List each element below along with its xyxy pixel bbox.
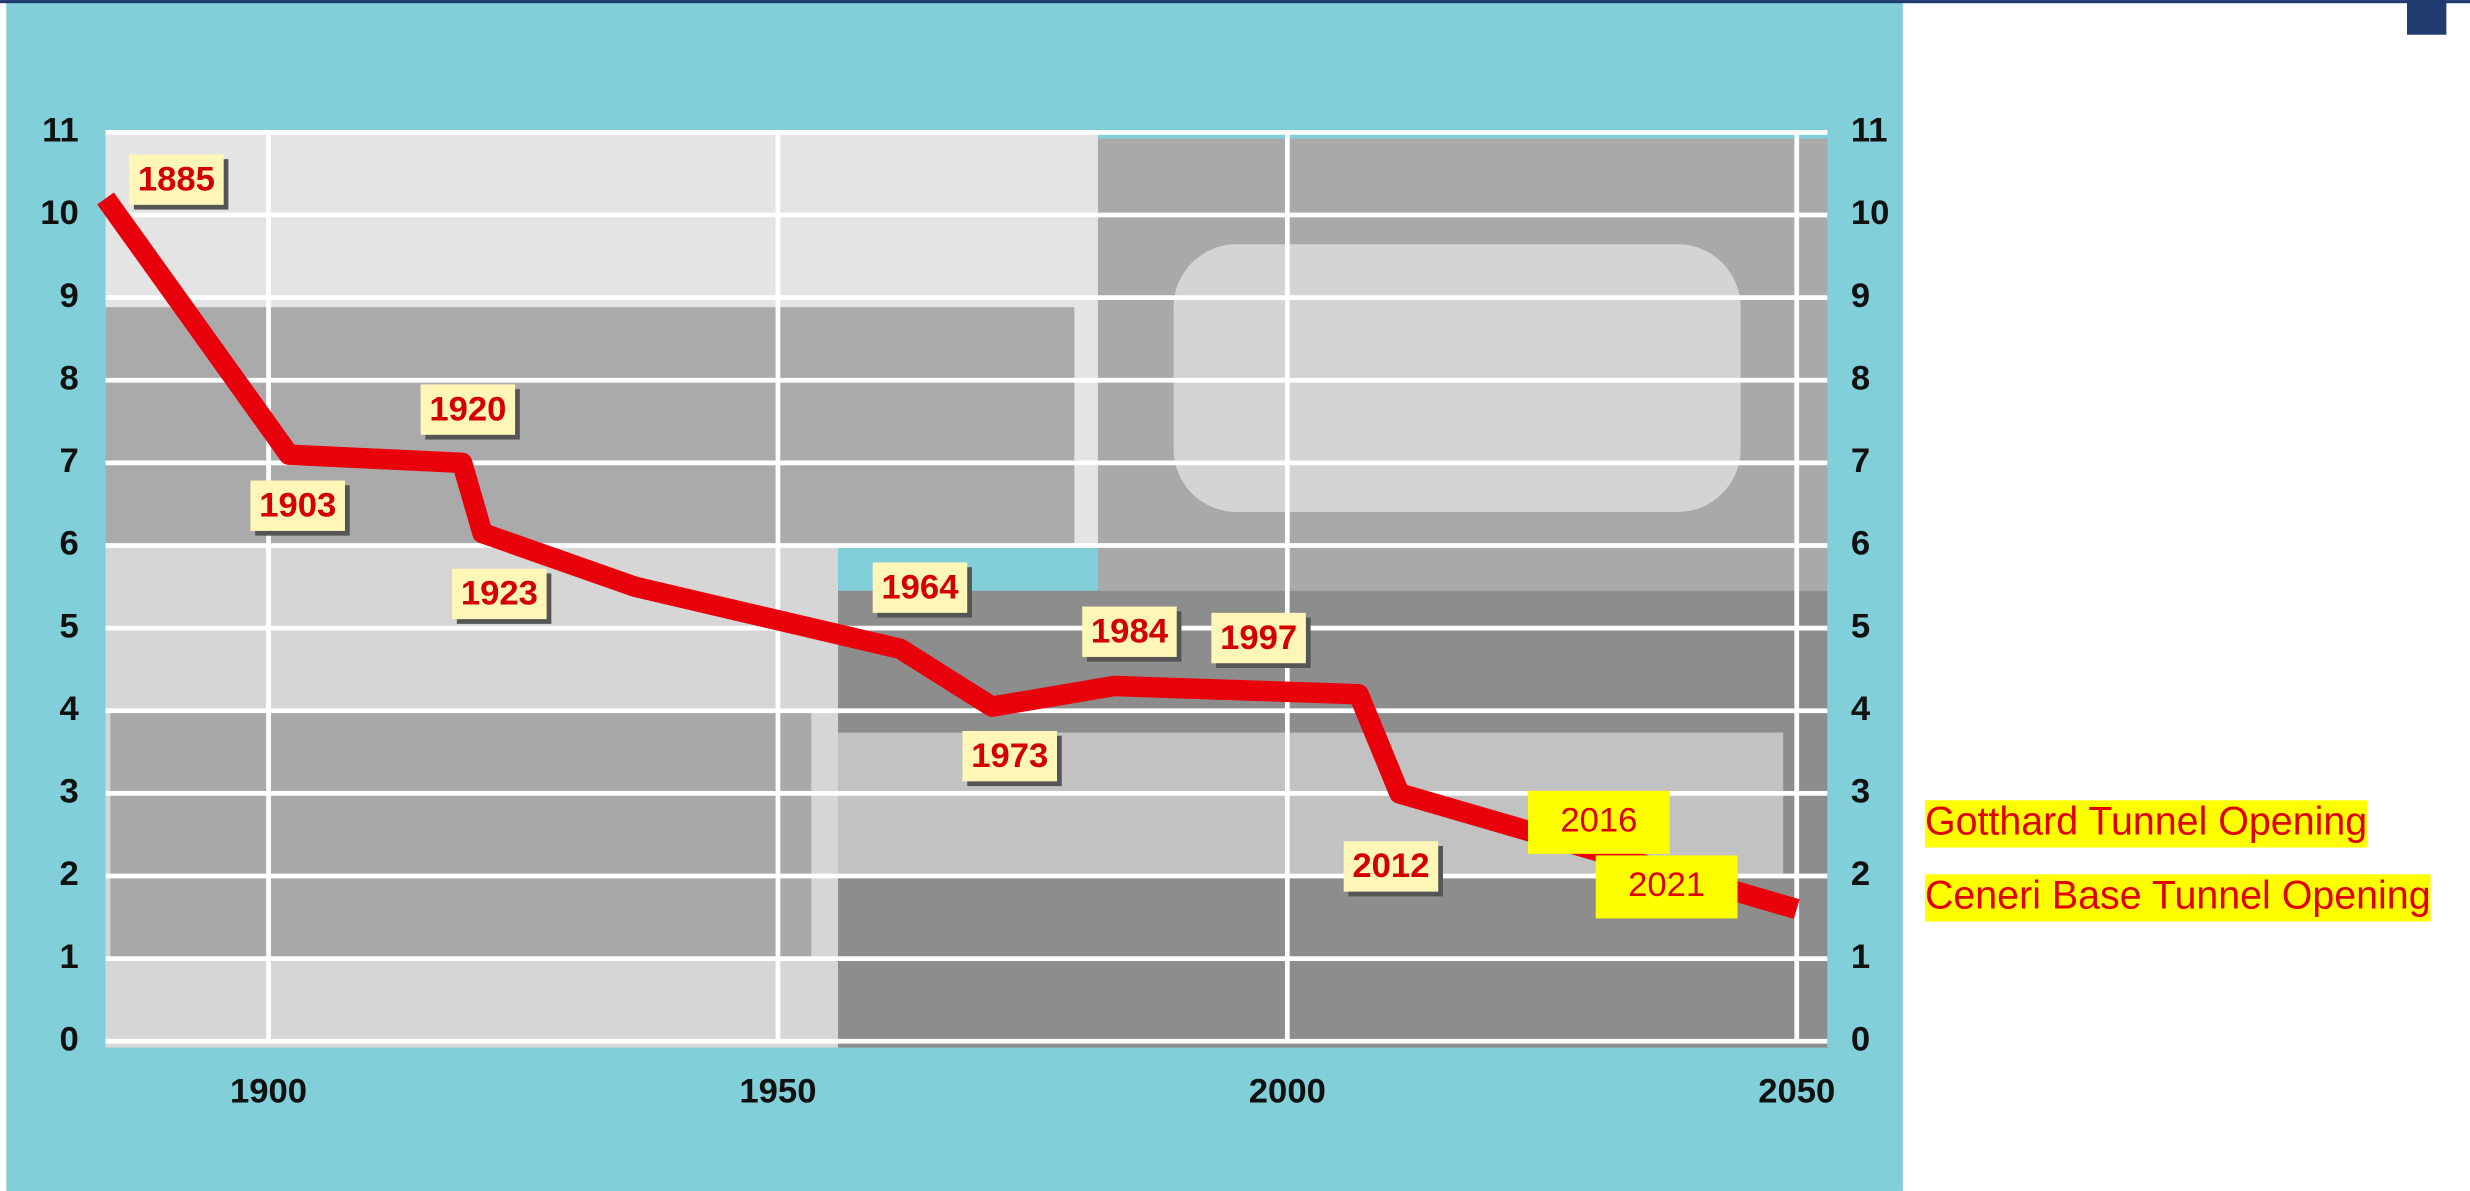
annotation: 1885: [138, 160, 215, 198]
corner-square: [2406, 0, 2447, 35]
annotation-box: [452, 568, 547, 620]
y2-tick-label: 3: [1851, 773, 1870, 811]
y-tick-label: 6: [59, 525, 78, 563]
annotation: 1973: [971, 737, 1048, 775]
y2-tick-label: 6: [1851, 525, 1870, 563]
y-tick-label: 9: [59, 277, 78, 315]
side-label-highlight: [1924, 874, 2431, 922]
y2-tick-label: 11: [1851, 112, 1888, 150]
side-label-highlight: [1924, 800, 2368, 848]
y2-tick-label: 2: [1851, 855, 1870, 893]
x-tick-label: 2050: [1758, 1072, 1835, 1110]
y2-tick-label: 7: [1851, 442, 1870, 480]
y2-tick-label: 1: [1851, 938, 1870, 976]
annotation-box: [1082, 606, 1177, 657]
annotation: 1964: [881, 568, 959, 606]
y-tick-label: 8: [59, 359, 78, 397]
y-tick-label: 10: [40, 194, 79, 232]
x-tick-label: 1900: [230, 1072, 307, 1110]
y-tick-label: 0: [59, 1020, 78, 1058]
annotation-box: [962, 730, 1057, 782]
line: [97, 192, 1800, 919]
photo-electric-train: [110, 708, 812, 961]
annotation-box: [1595, 855, 1738, 919]
x-tick-label: 2000: [1249, 1072, 1326, 1110]
top-rule: [0, 0, 2470, 4]
y-tick-label: 5: [59, 607, 78, 645]
y-tick-label: 7: [59, 442, 78, 480]
y2-tick-label: 0: [1851, 1020, 1870, 1058]
y2-tick-label: 10: [1851, 194, 1890, 232]
y-tick-label: 11: [42, 112, 79, 150]
y-tick-label: 4: [59, 690, 79, 728]
annotation-box: [420, 384, 516, 435]
y-tick-label: 1: [59, 938, 78, 976]
y2-tick-label: 8: [1851, 359, 1870, 397]
annotation-box: [129, 154, 224, 205]
y-tick-label: 3: [59, 773, 78, 811]
y2-tick-label: 5: [1851, 607, 1870, 645]
side-label: Ceneri Base Tunnel Opening: [1925, 873, 2431, 917]
annotation-box: [872, 562, 968, 613]
annotation-box: [1527, 790, 1670, 854]
side-label: Gotthard Tunnel Opening: [1925, 799, 2367, 843]
annotation-box: [1343, 841, 1439, 892]
y2-tick-label: 4: [1851, 690, 1871, 728]
annotation: 1997: [1220, 619, 1297, 657]
y-tick-label: 2: [59, 855, 78, 893]
annotation: 1903: [259, 486, 336, 524]
annotation-box: [1211, 612, 1306, 664]
annotation-box: [250, 480, 345, 531]
annotation: 2016: [1560, 801, 1637, 839]
annotation: 1923: [461, 575, 538, 613]
annotation: 2021: [1628, 866, 1705, 904]
annotation: 1920: [429, 390, 506, 428]
annotation: 2012: [1352, 847, 1429, 885]
x-tick-label: 1950: [739, 1072, 816, 1110]
y2-tick-label: 9: [1851, 277, 1870, 315]
annotation: 1984: [1091, 612, 1169, 650]
